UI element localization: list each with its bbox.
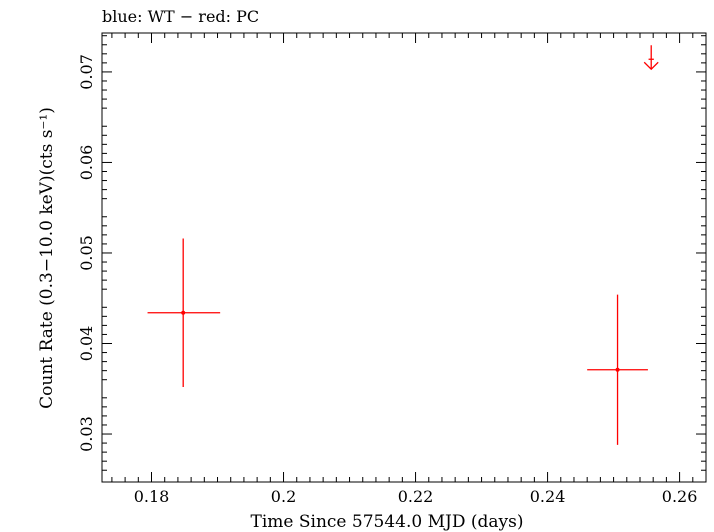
x-axis-label: Time Since 57544.0 MJD (days)	[251, 512, 524, 532]
y-tick-label: 0.04	[77, 326, 96, 362]
data-point	[615, 367, 620, 372]
x-tick-label: 0.24	[530, 487, 566, 506]
chart-title: blue: WT − red: PC	[102, 7, 259, 26]
axes: 0.18 0.2 0.22 0.24 0.26 0.03 0.04 0.05 0.06 0.07	[77, 33, 707, 506]
y-tick-label: 0.03	[77, 416, 96, 452]
data-marks	[147, 45, 659, 445]
y-tick-label: 0.05	[77, 235, 96, 271]
plot-frame	[101, 32, 707, 483]
y-axis-label: Count Rate (0.3−10.0 keV)(cts s⁻¹)	[37, 107, 57, 409]
x-tick-label: 0.18	[134, 487, 170, 506]
x-tick-label: 0.2	[271, 487, 296, 506]
data-point	[181, 310, 186, 315]
x-tick-label: 0.22	[398, 487, 434, 506]
upper-limit-arrow-icon	[643, 61, 659, 71]
y-tick-label: 0.07	[77, 54, 96, 90]
y-tick-label: 0.06	[77, 145, 96, 181]
x-tick-label: 0.26	[662, 487, 698, 506]
